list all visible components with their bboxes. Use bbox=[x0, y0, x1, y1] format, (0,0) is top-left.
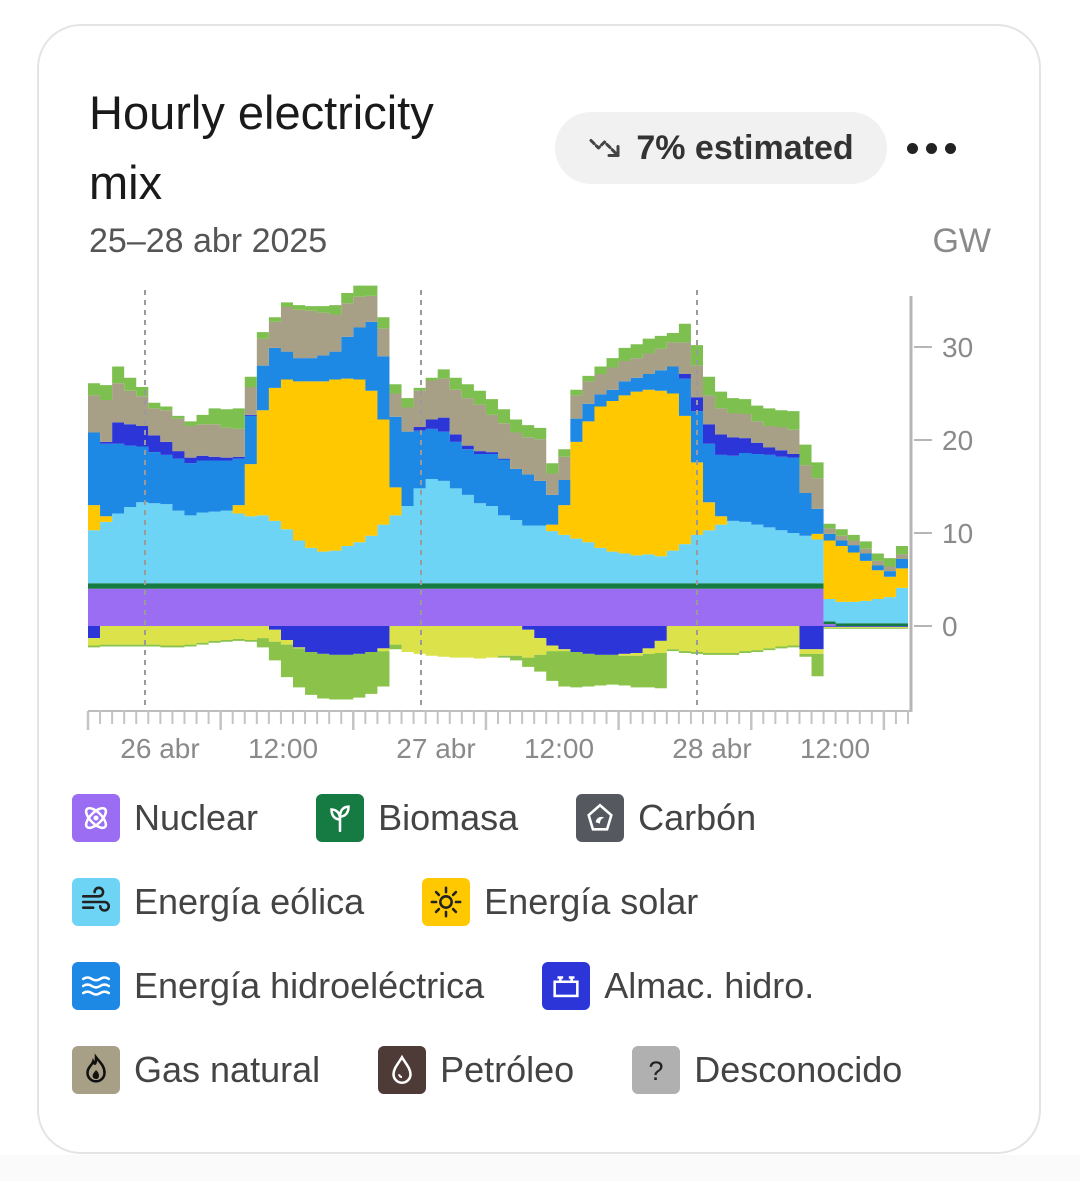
page-bottom bbox=[0, 1155, 1080, 1181]
area-otros-renovables bbox=[88, 285, 908, 567]
card-title: Hourly electricity mix bbox=[89, 86, 434, 209]
legend-label: Energía hidroeléctrica bbox=[134, 965, 485, 1006]
atom-icon bbox=[72, 794, 120, 842]
area-energ-a-e-lica bbox=[88, 479, 908, 624]
stacked-area-chart: 0 10 20 30 26 abr 12:00 27 abr 12:00 28 abr 12:00 bbox=[86, 285, 973, 764]
flame-icon bbox=[72, 1046, 120, 1094]
legend-item: Almac. hidro. bbox=[542, 962, 814, 1010]
legend-row: Nuclear Biomasa Carbón bbox=[72, 776, 972, 860]
unit-label: GW bbox=[932, 222, 991, 260]
x-tick-label: 12:00 bbox=[800, 733, 870, 764]
legend-label: Gas natural bbox=[134, 1049, 321, 1090]
area-biomasa bbox=[88, 583, 908, 626]
leaf-icon bbox=[316, 794, 365, 842]
legend-label: Biomasa bbox=[378, 797, 519, 838]
legend-label: Energía eólica bbox=[134, 881, 365, 922]
area-neg-bombeo bbox=[88, 626, 908, 655]
y-tick-label: 10 bbox=[942, 518, 973, 549]
area-almac-hidro- bbox=[88, 321, 908, 572]
x-tick-label: 28 abr bbox=[672, 733, 751, 764]
legend-item: ? Desconocido bbox=[632, 1046, 902, 1094]
area-neg-exportaci-n bbox=[88, 626, 908, 659]
area-neg-exportaci-n-2 bbox=[88, 627, 908, 700]
legend-item: Gas natural bbox=[72, 1046, 320, 1094]
legend-item: Carbón bbox=[576, 794, 756, 842]
question-icon: ? bbox=[632, 1046, 681, 1094]
legend-label: Nuclear bbox=[134, 797, 259, 838]
water-icon bbox=[72, 962, 120, 1010]
legend-row: Gas natural Petróleo? Desconocido bbox=[72, 1028, 972, 1112]
legend-label: Almac. hidro. bbox=[604, 965, 815, 1006]
legend-item: Energía eólica bbox=[72, 878, 364, 926]
coal-icon bbox=[576, 794, 625, 842]
x-tick-label: 26 abr bbox=[120, 733, 199, 764]
x-tick-label: 27 abr bbox=[396, 733, 475, 764]
estimate-badge[interactable]: 7% estimated bbox=[555, 112, 887, 184]
battery-icon bbox=[542, 962, 591, 1010]
wind-icon bbox=[72, 878, 120, 926]
legend-row: Energía hidroeléctrica Almac. hidro. bbox=[72, 944, 972, 1028]
legend-label: Energía solar bbox=[484, 881, 699, 922]
area-energ-a-solar bbox=[88, 378, 908, 602]
y-tick-label: 0 bbox=[942, 611, 958, 642]
legend-row: Energía eólica Energía solar bbox=[72, 860, 972, 944]
sun-icon bbox=[422, 878, 471, 926]
legend-item: Energía solar bbox=[422, 878, 698, 926]
y-tick-label: 20 bbox=[942, 425, 973, 456]
legend-item: Biomasa bbox=[316, 794, 518, 842]
legend-label: Petróleo bbox=[440, 1049, 575, 1090]
chart-grid bbox=[144, 290, 698, 712]
chart-axes: 0 10 20 30 26 abr 12:00 27 abr 12:00 28 abr 12:00 bbox=[86, 296, 973, 764]
date-range: 25–28 abr 2025 bbox=[89, 222, 328, 260]
legend-label: Desconocido bbox=[694, 1049, 903, 1090]
x-tick-label: 12:00 bbox=[248, 733, 318, 764]
more-icon[interactable] bbox=[907, 130, 967, 166]
area-energ-a-hidroel-ctrica bbox=[88, 321, 908, 577]
legend: Nuclear Biomasa Carbón Energía eólica Energí… bbox=[72, 776, 972, 1112]
trend-icon bbox=[589, 139, 620, 157]
svg-text:?: ? bbox=[649, 1056, 664, 1086]
area-gas-natural bbox=[88, 295, 908, 572]
area-nuclear bbox=[88, 588, 908, 626]
x-tick-label: 12:00 bbox=[524, 733, 594, 764]
legend-item: Petróleo bbox=[378, 1046, 574, 1094]
legend-label: Carbón bbox=[638, 797, 757, 838]
legend-item: Energía hidroeléctrica bbox=[72, 962, 484, 1010]
drop-icon bbox=[378, 1046, 427, 1094]
legend-item: Nuclear bbox=[72, 794, 258, 842]
chart-areas bbox=[88, 285, 908, 700]
estimate-badge-label: 7% estimated bbox=[636, 128, 854, 167]
y-tick-label: 30 bbox=[942, 332, 973, 363]
